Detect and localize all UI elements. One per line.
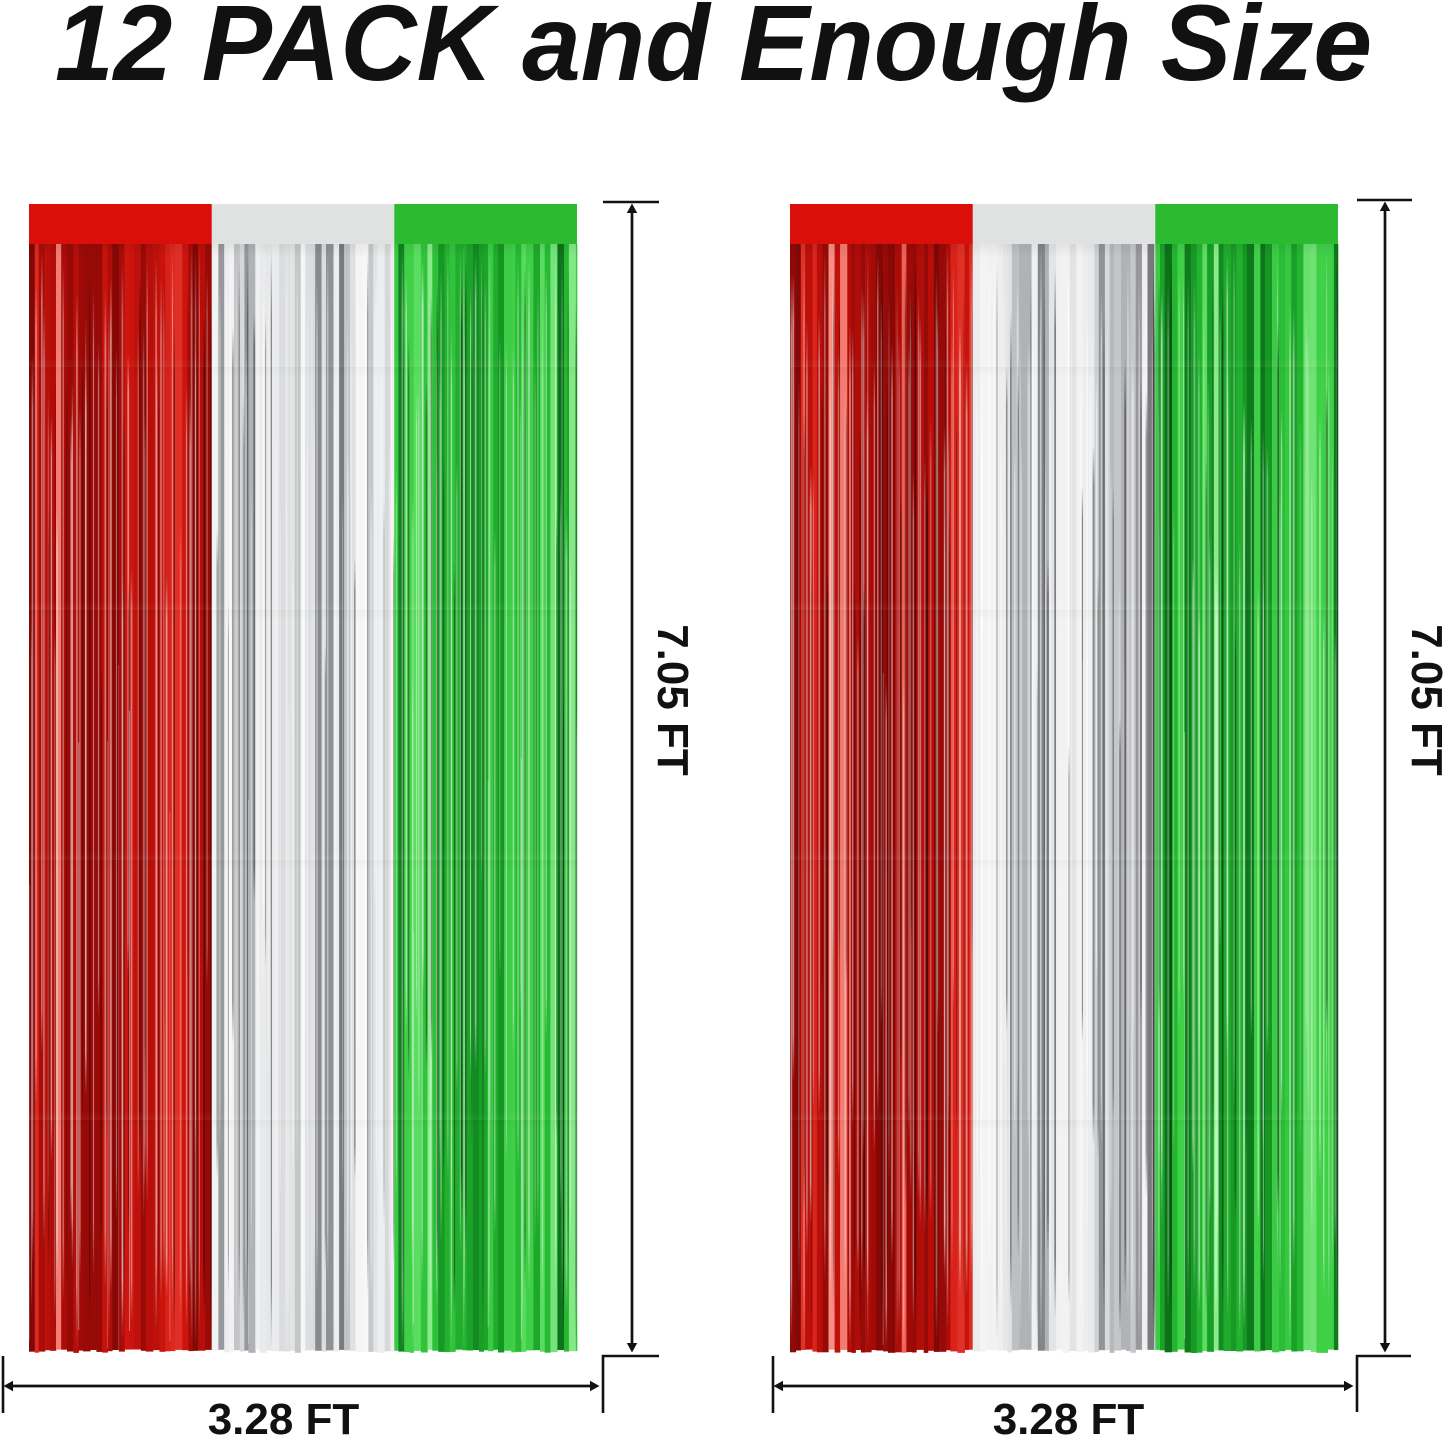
svg-text:3.28 FT: 3.28 FT: [208, 1395, 360, 1438]
svg-text:3.28 FT: 3.28 FT: [993, 1395, 1145, 1438]
svg-text:7.05 FT: 7.05 FT: [1402, 624, 1445, 776]
svg-text:12 PACK and Enough Size: 12 PACK and Enough Size: [55, 0, 1372, 103]
svg-text:7.05 FT: 7.05 FT: [648, 624, 697, 776]
